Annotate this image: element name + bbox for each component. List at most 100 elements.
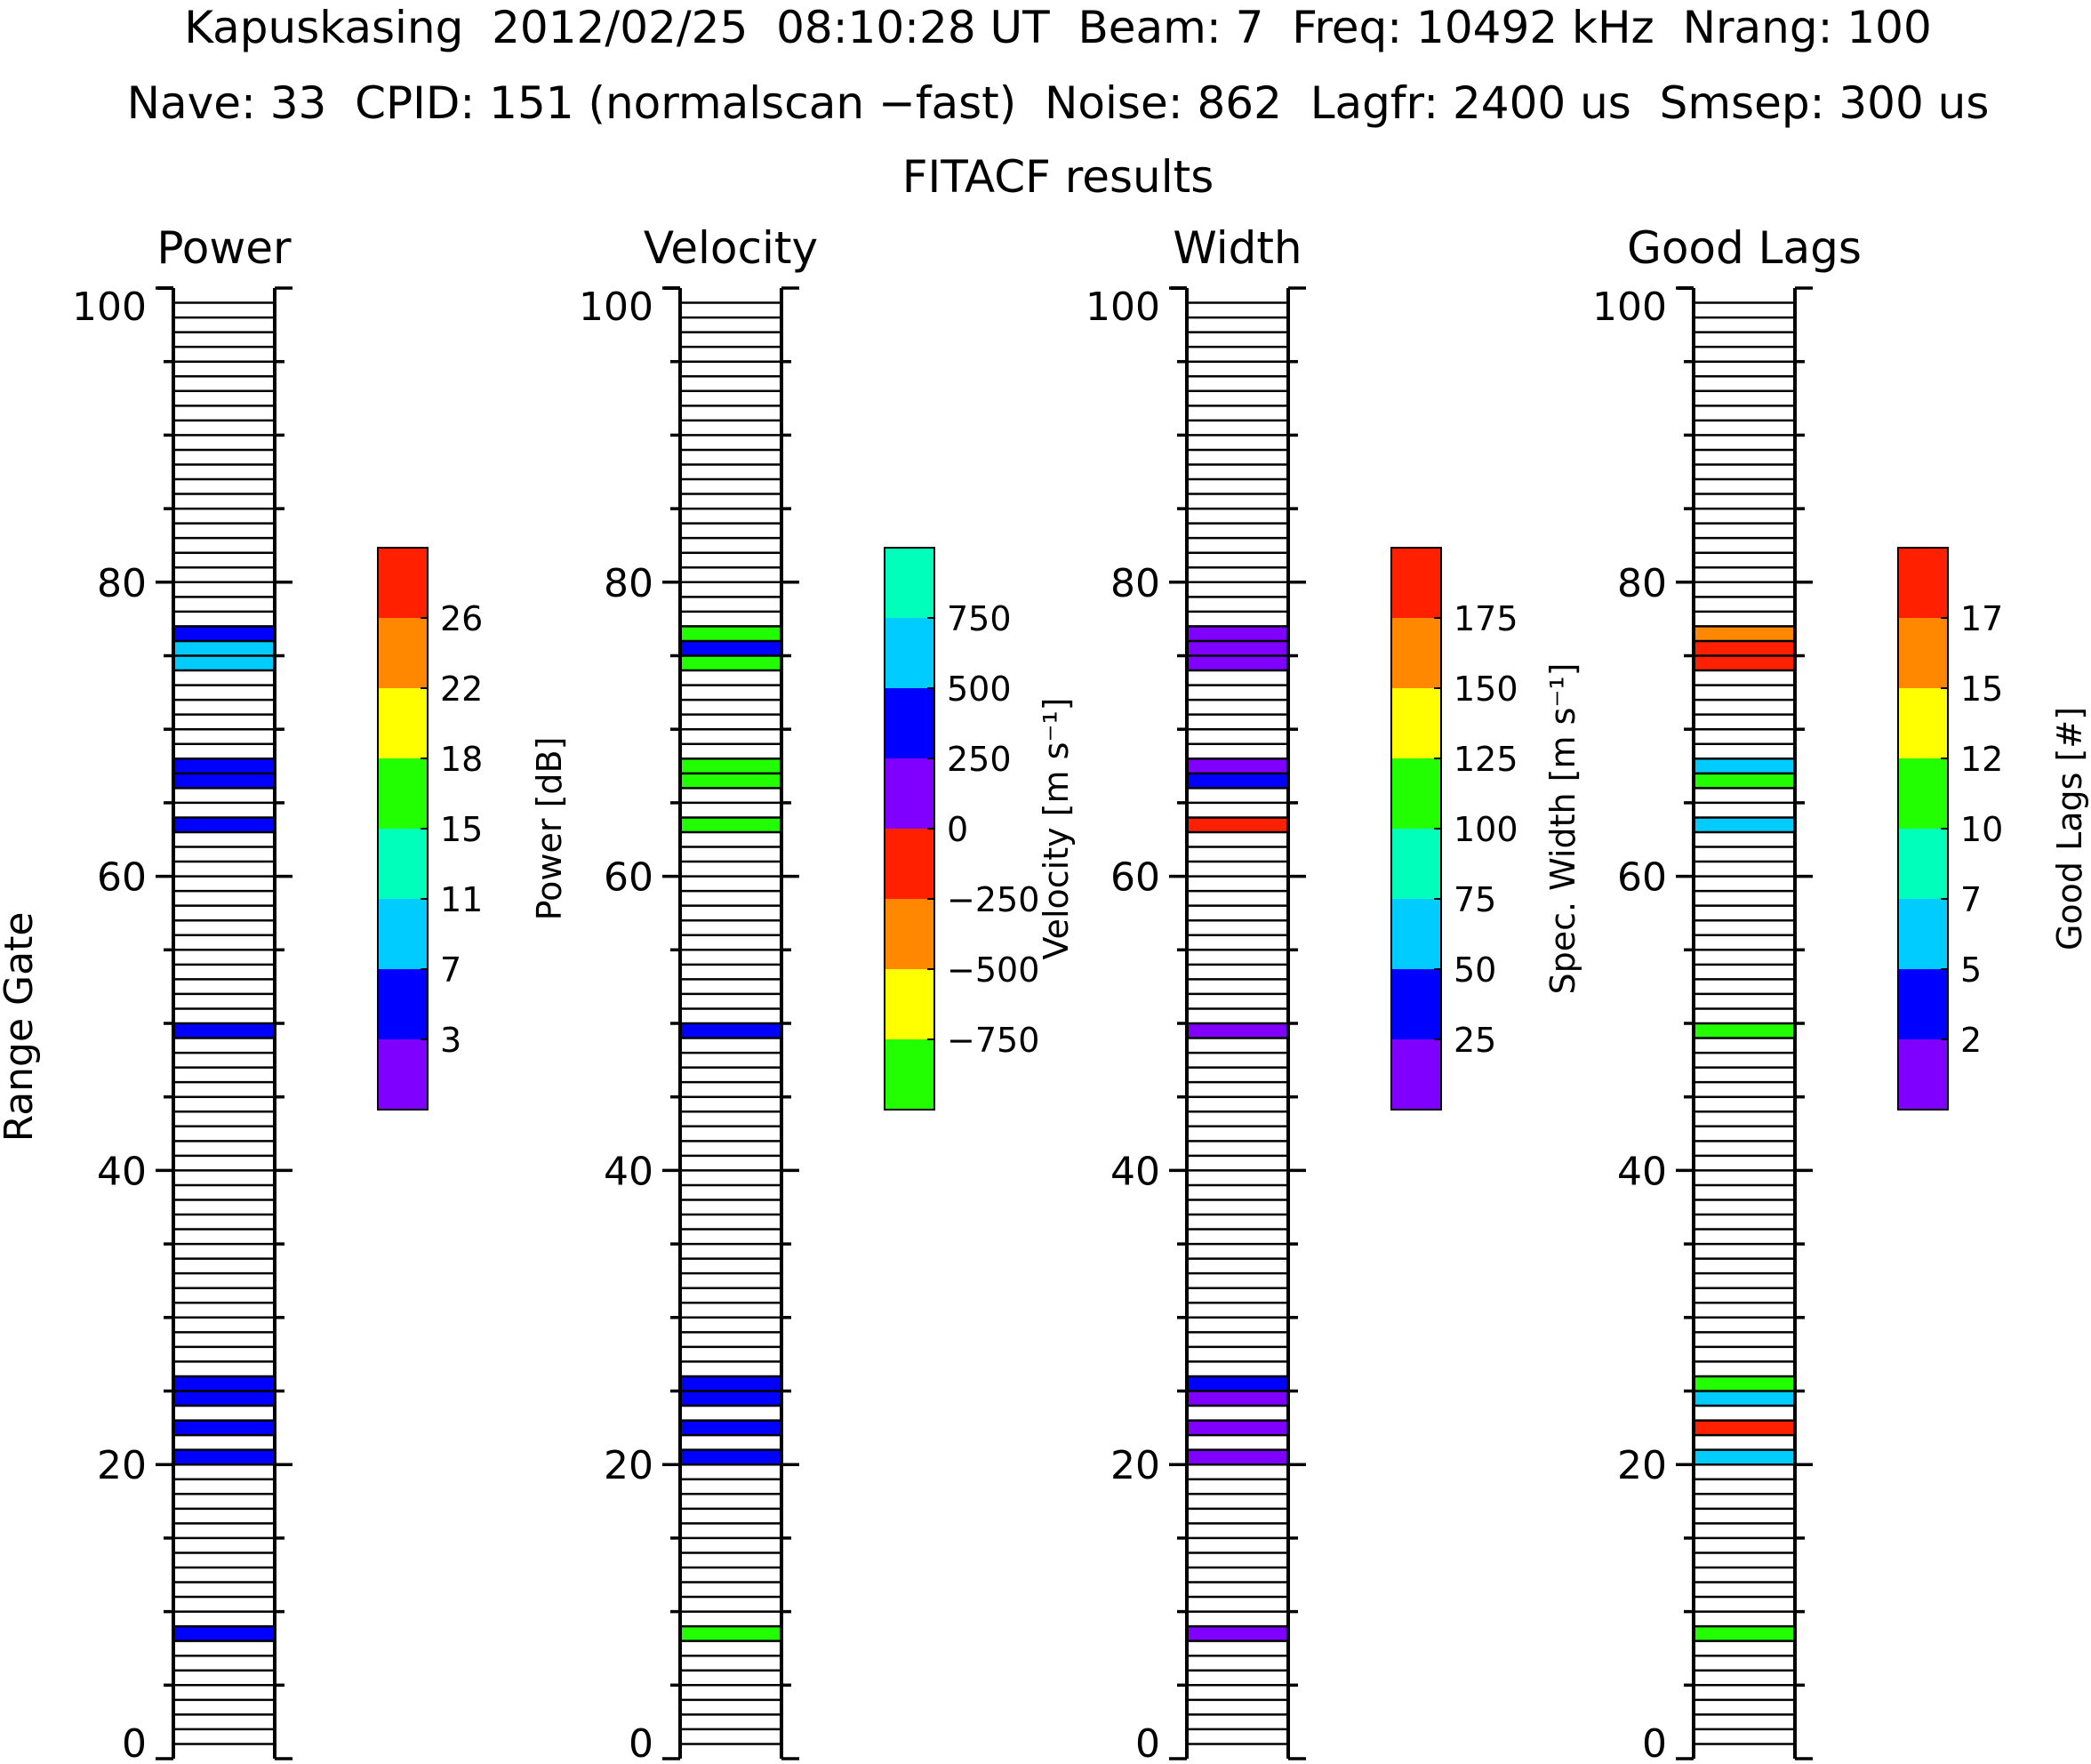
colorbar-segment <box>1391 1039 1441 1110</box>
colorbar-segment <box>885 969 934 1039</box>
colorbar-segment <box>378 899 428 969</box>
colorbar-segment <box>1391 618 1441 688</box>
colorbar-segment <box>1391 548 1441 618</box>
colorbar-segment <box>1391 899 1441 969</box>
colorbar-segment <box>1898 899 1948 969</box>
colorbar-segment <box>1391 969 1441 1039</box>
range-gate-cell <box>1694 758 1795 774</box>
colorbar-tick-label: −500 <box>947 950 1039 990</box>
panel-2: Width 0 20 40 60 80 100 25 50 75 100 125 150 175 Spec.… <box>1086 222 1582 1764</box>
colorbar-tick-label: 18 <box>440 740 483 779</box>
y-tick-label: 60 <box>1110 855 1160 901</box>
colorbar-tick-label: 500 <box>947 670 1012 709</box>
range-gate-cell <box>173 1375 275 1391</box>
range-gate-cell <box>1187 1023 1288 1038</box>
colorbar-tick-label: 0 <box>947 810 968 849</box>
y-tick-label: 40 <box>97 1149 147 1194</box>
range-gate-cell <box>1694 817 1795 832</box>
colorbar-tick-label: 2 <box>1960 1021 1982 1060</box>
range-gate-cell <box>173 626 275 641</box>
y-tick-label: 100 <box>579 285 653 330</box>
header-line-3: FITACF results <box>902 151 1214 203</box>
colorbar-tick-label: −750 <box>947 1021 1039 1060</box>
y-tick-label: 40 <box>1617 1149 1667 1194</box>
colorbar-tick-label: 50 <box>1454 950 1496 990</box>
range-gate-cell <box>680 1449 781 1465</box>
colorbar-tick-label: 125 <box>1454 740 1518 779</box>
range-gate-cell <box>1694 626 1795 641</box>
range-gate-cell <box>1694 1391 1795 1407</box>
range-gate-cell <box>1187 626 1288 641</box>
colorbar-label: Velocity [m s⁻¹] <box>1037 698 1076 960</box>
range-gate-cell <box>1187 758 1288 774</box>
y-tick-label: 0 <box>122 1721 147 1764</box>
range-gate-cell <box>680 1023 781 1038</box>
colorbar-segment <box>885 548 934 618</box>
range-gate-cell <box>173 773 275 789</box>
range-gate-cell <box>1187 1391 1288 1407</box>
colorbar-segment <box>378 688 428 758</box>
range-gate-cell <box>680 817 781 832</box>
panel-0: Power 0 20 40 60 80 100 3 7 11 15 18 22 26 Power [dB] <box>72 222 569 1764</box>
y-tick-label: 80 <box>604 561 653 606</box>
range-gate-cell <box>173 1023 275 1038</box>
panel-title: Velocity <box>644 222 818 274</box>
range-gate-cell <box>680 758 781 774</box>
panel-title: Good Lags <box>1627 222 1862 274</box>
y-tick-label: 0 <box>629 1721 653 1764</box>
range-gate-cell <box>1187 1449 1288 1465</box>
y-tick-label: 0 <box>1135 1721 1160 1764</box>
y-tick-label: 60 <box>97 855 147 901</box>
colorbar-segment <box>885 1039 934 1110</box>
colorbar-segment <box>1898 548 1948 618</box>
range-gate-cell <box>680 1420 781 1436</box>
y-tick-label: 20 <box>604 1443 653 1488</box>
colorbar-tick-label: 7 <box>1960 880 1982 919</box>
y-tick-label: 20 <box>97 1443 147 1488</box>
range-gate-cell <box>1694 1420 1795 1436</box>
range-gate-cell <box>173 1391 275 1407</box>
range-gate-cell <box>1694 1626 1795 1641</box>
colorbar-tick-label: 12 <box>1960 740 2003 779</box>
range-gate-cell <box>680 1626 781 1641</box>
colorbar-segment <box>885 688 934 758</box>
range-gate-cell <box>1694 640 1795 656</box>
range-gate-cell <box>1187 640 1288 656</box>
colorbar-segment <box>1391 758 1441 829</box>
y-tick-label: 100 <box>72 285 147 330</box>
colorbar-label: Good Lags [#] <box>2050 707 2089 950</box>
colorbar-segment <box>1898 969 1948 1039</box>
colorbar-segment <box>378 1039 428 1110</box>
colorbar-segment <box>378 548 428 618</box>
range-gate-cell <box>680 640 781 656</box>
colorbar-segment <box>378 618 428 688</box>
range-gate-cell <box>680 626 781 641</box>
y-tick-label: 100 <box>1592 285 1667 330</box>
colorbar-segment <box>1898 829 1948 899</box>
range-gate-cell <box>1694 1023 1795 1038</box>
range-gate-cell <box>1187 1420 1288 1436</box>
y-axis-label: Range Gate <box>0 912 42 1143</box>
colorbar-tick-label: 3 <box>440 1021 461 1060</box>
panel-title: Width <box>1173 222 1302 274</box>
range-gate-cell <box>173 817 275 832</box>
colorbar-tick-label: 15 <box>440 810 483 849</box>
panel-title: Power <box>156 222 292 274</box>
colorbar-segment <box>1391 688 1441 758</box>
range-gate-cell <box>1187 1375 1288 1391</box>
colorbar-segment <box>1898 1039 1948 1110</box>
range-gate-cell <box>680 655 781 671</box>
range-gate-cell <box>1187 1626 1288 1641</box>
colorbar-tick-label: 100 <box>1454 810 1518 849</box>
y-tick-label: 80 <box>1110 561 1160 606</box>
y-tick-label: 100 <box>1086 285 1160 330</box>
colorbar-tick-label: 175 <box>1454 599 1518 638</box>
colorbar-tick-label: 75 <box>1454 880 1496 919</box>
range-gate-cell <box>1187 773 1288 789</box>
colorbar-segment <box>378 758 428 829</box>
y-tick-label: 60 <box>604 855 653 901</box>
colorbar-tick-label: 150 <box>1454 670 1518 709</box>
range-gate-cell <box>1694 655 1795 671</box>
